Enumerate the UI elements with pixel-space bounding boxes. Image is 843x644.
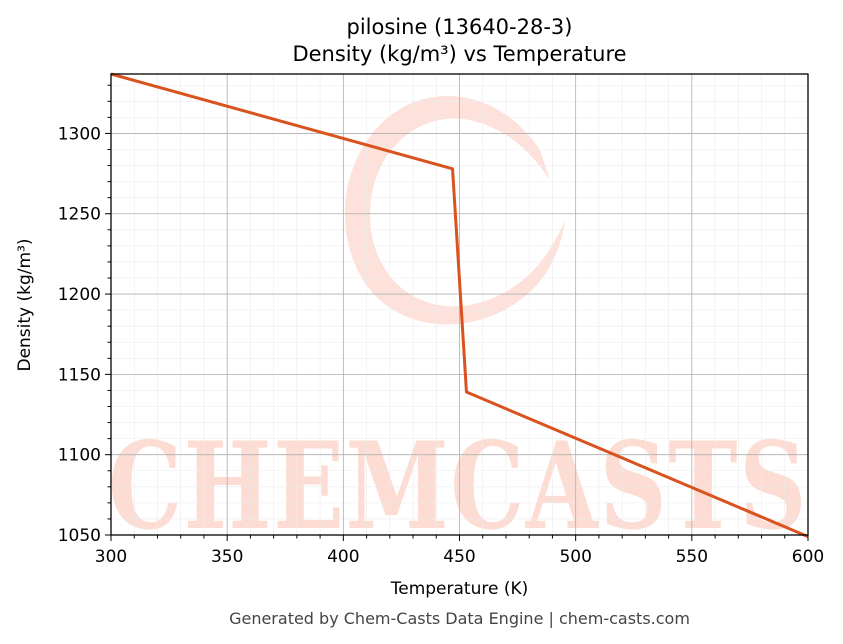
x-tick-label: 500 xyxy=(559,547,591,567)
x-tick-label: 450 xyxy=(443,547,475,567)
x-axis: 300 350 400 450 500 550 600 xyxy=(95,535,824,567)
y-tick-label: 1300 xyxy=(58,124,101,144)
footer-credit: Generated by Chem-Casts Data Engine | ch… xyxy=(229,609,690,628)
x-tick-label: 400 xyxy=(327,547,359,567)
watermark-text: CHEMCASTS xyxy=(108,416,808,557)
chart-title: pilosine (13640-28-3) xyxy=(347,15,573,39)
y-tick-label: 1200 xyxy=(58,285,101,305)
y-axis: 1050 1100 1150 1200 1250 1300 xyxy=(58,84,111,546)
series-group xyxy=(110,72,809,538)
watermark: CHEMCASTS xyxy=(108,96,808,557)
x-tick-label: 300 xyxy=(95,547,127,567)
y-tick-label: 1050 xyxy=(58,526,101,546)
y-tick-label: 1250 xyxy=(58,205,101,225)
y-axis-label: Density (kg/m³) xyxy=(15,238,35,371)
x-axis-label: Temperature (K) xyxy=(390,579,529,599)
series-line xyxy=(110,72,809,538)
x-tick-label: 550 xyxy=(676,547,708,567)
x-tick-label: 600 xyxy=(792,547,824,567)
x-tick-label: 350 xyxy=(211,547,243,567)
y-tick-label: 1100 xyxy=(58,446,101,466)
y-tick-label: 1150 xyxy=(58,365,101,385)
chart-subtitle: Density (kg/m³) vs Temperature xyxy=(292,42,626,66)
